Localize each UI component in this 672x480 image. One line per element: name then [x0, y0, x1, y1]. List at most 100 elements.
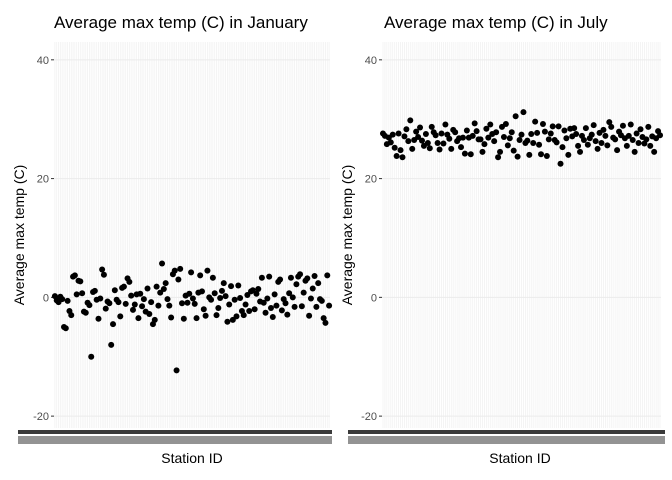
data-point: [500, 134, 507, 141]
data-point: [422, 131, 429, 138]
data-point: [153, 283, 160, 290]
data-point: [508, 129, 515, 136]
data-point: [399, 154, 406, 161]
data-point: [387, 139, 394, 146]
data-point: [608, 123, 615, 130]
x-tick-labels-dense-shadow: [348, 436, 665, 444]
data-point: [79, 290, 86, 297]
data-point: [208, 296, 215, 303]
data-point: [59, 296, 66, 303]
data-point: [592, 138, 599, 145]
data-point: [224, 318, 231, 325]
data-point: [226, 301, 233, 308]
data-point: [97, 295, 104, 302]
data-point: [532, 118, 539, 125]
data-point: [255, 286, 262, 293]
data-point: [139, 303, 146, 310]
data-point: [111, 287, 118, 294]
data-point: [99, 266, 106, 273]
data-point: [287, 274, 294, 281]
y-tick-label: 0: [43, 292, 49, 304]
data-point: [602, 132, 609, 139]
data-point: [73, 291, 80, 298]
data-point: [129, 306, 136, 313]
data-point: [159, 260, 166, 267]
y-tick-label: 40: [37, 55, 49, 67]
data-point: [262, 309, 269, 316]
data-point: [481, 141, 488, 148]
data-point: [485, 134, 492, 141]
data-point: [395, 130, 402, 137]
data-point: [555, 123, 562, 130]
data-point: [619, 122, 626, 129]
data-point: [235, 282, 242, 289]
data-point: [286, 290, 293, 297]
data-point: [401, 133, 408, 140]
chart-title: Average max temp (C) in January: [54, 13, 308, 32]
y-axis-label: Average max temp (C): [11, 165, 27, 306]
y-tick-label: 20: [37, 174, 49, 186]
data-point: [541, 128, 548, 135]
data-point: [514, 153, 521, 160]
data-point: [573, 131, 580, 138]
data-point: [86, 302, 93, 309]
data-point: [428, 123, 435, 130]
data-point: [173, 367, 180, 374]
data-point: [300, 289, 307, 296]
data-point: [651, 148, 658, 155]
data-point: [643, 136, 650, 143]
data-point: [471, 120, 478, 127]
data-point: [193, 315, 200, 322]
data-point: [588, 131, 595, 138]
x-tick-labels-dense: [18, 430, 332, 434]
data-point: [446, 135, 453, 142]
data-point: [68, 312, 75, 319]
data-point: [273, 302, 280, 309]
data-point: [536, 141, 543, 148]
data-point: [179, 300, 186, 307]
data-point: [633, 130, 640, 137]
data-point: [253, 290, 260, 297]
data-point: [146, 310, 153, 317]
data-point: [108, 341, 115, 348]
data-point: [122, 300, 129, 307]
data-point: [135, 315, 142, 322]
data-point: [405, 138, 412, 145]
data-point: [594, 145, 601, 152]
data-point: [100, 271, 107, 278]
data-point: [510, 147, 517, 154]
data-point: [269, 313, 276, 320]
data-point: [88, 353, 95, 360]
data-point: [240, 312, 247, 319]
data-point: [318, 297, 325, 304]
data-point: [598, 139, 605, 146]
data-point: [297, 271, 304, 278]
data-point: [131, 301, 138, 308]
data-point: [209, 274, 216, 281]
data-point: [479, 148, 486, 155]
data-point: [106, 300, 113, 307]
data-point: [128, 292, 135, 299]
data-point: [313, 303, 320, 310]
data-point: [534, 129, 541, 136]
data-point: [561, 127, 568, 134]
data-point: [117, 313, 124, 320]
data-point: [502, 120, 509, 127]
data-point: [539, 120, 546, 127]
data-point: [120, 283, 127, 290]
data-point: [278, 307, 285, 314]
data-point: [228, 283, 235, 290]
data-point: [614, 147, 621, 154]
data-point: [215, 305, 222, 312]
data-point: [440, 140, 447, 147]
data-point: [251, 306, 258, 313]
data-point: [473, 128, 480, 135]
data-point: [267, 305, 274, 312]
y-tick-label: 20: [365, 174, 377, 186]
chart-panel-2: -20 0 20 40 Average max temp (C) in July Stat…: [339, 13, 665, 466]
data-point: [82, 309, 89, 316]
data-point: [271, 291, 278, 298]
data-point: [291, 303, 298, 310]
data-point: [260, 299, 267, 306]
